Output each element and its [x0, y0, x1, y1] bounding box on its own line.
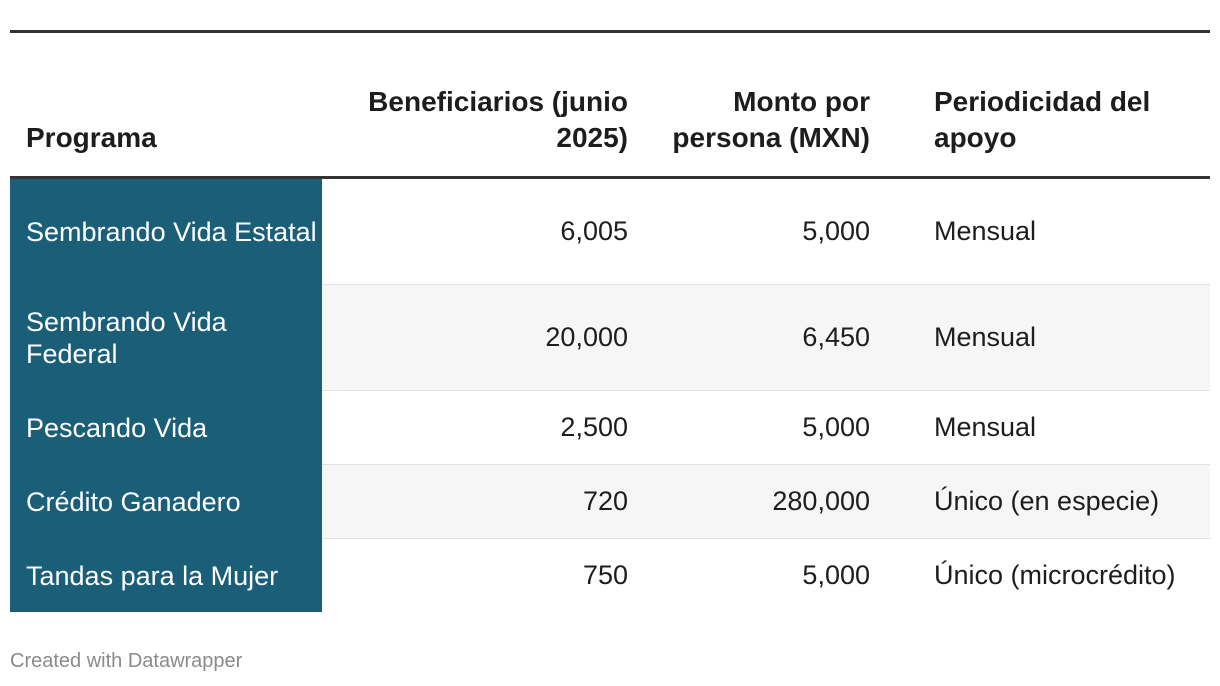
datawrapper-credit: Created with Datawrapper: [10, 650, 243, 672]
cell-periodicidad: Único (microcrédito): [934, 560, 1176, 590]
cell-periodicidad: Mensual: [934, 322, 1037, 352]
cell-monto: 280,000: [772, 486, 870, 516]
header-monto: Monto por persona (MXN): [672, 86, 870, 153]
cell-periodicidad: Mensual: [934, 216, 1037, 246]
cell-programa: Sembrando Vida Federal: [10, 285, 322, 391]
table-row: Pescando Vida 2,500 5,000 Mensual: [10, 391, 1210, 465]
cell-programa: Tandas para la Mujer: [10, 539, 322, 612]
cell-programa: Crédito Ganadero: [10, 465, 322, 539]
cell-monto: 6,450: [802, 322, 870, 352]
table-row: Sembrando Vida Federal 20,000 6,450 Mens…: [10, 285, 1210, 391]
cell-programa: Sembrando Vida Estatal: [10, 179, 322, 285]
cell-monto: 5,000: [802, 412, 870, 442]
table-top-rule: [10, 30, 1210, 33]
header-beneficiarios: Beneficiarios (junio 2025): [368, 86, 628, 153]
cell-programa: Pescando Vida: [10, 391, 322, 465]
cell-beneficiarios: 20,000: [545, 322, 628, 352]
cell-periodicidad: Único (en especie): [934, 486, 1160, 516]
table-row: Crédito Ganadero 720 280,000 Único (en e…: [10, 465, 1210, 539]
cell-beneficiarios: 750: [582, 560, 628, 590]
cell-monto: 5,000: [802, 216, 870, 246]
cell-beneficiarios: 6,005: [560, 216, 628, 246]
data-table: Programa Beneficiarios (junio 2025) Mont…: [10, 30, 1210, 612]
header-periodicidad: Periodicidad del apoyo: [934, 86, 1151, 153]
cell-periodicidad: Mensual: [934, 412, 1037, 442]
cell-beneficiarios: 720: [582, 486, 628, 516]
table-row: Tandas para la Mujer 750 5,000 Único (mi…: [10, 539, 1210, 612]
cell-monto: 5,000: [802, 560, 870, 590]
table-row: Sembrando Vida Estatal 6,005 5,000 Mensu…: [10, 179, 1210, 285]
table-header-row: Programa Beneficiarios (junio 2025) Mont…: [10, 33, 1210, 179]
cell-beneficiarios: 2,500: [560, 412, 628, 442]
header-programa: Programa: [26, 122, 157, 153]
